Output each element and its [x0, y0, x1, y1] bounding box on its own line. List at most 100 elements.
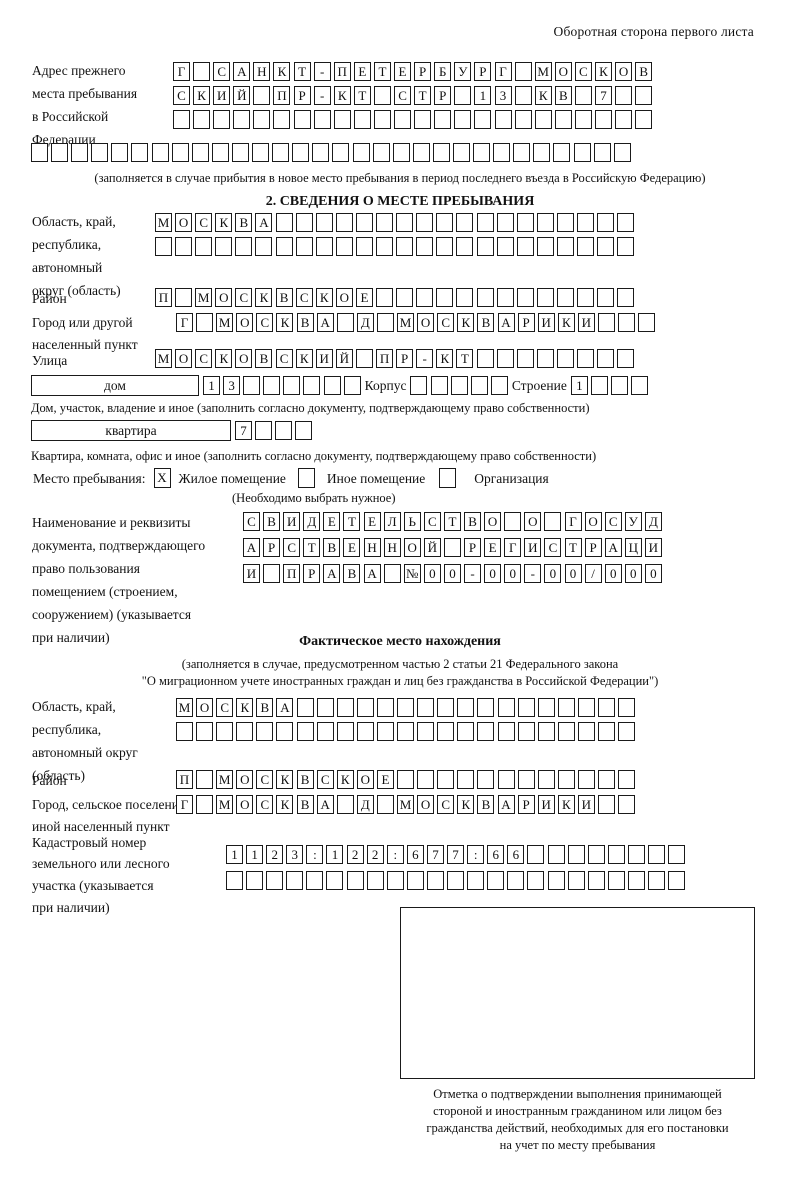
cadastral-cell[interactable]: 7 [447, 845, 465, 864]
city-cell[interactable] [376, 313, 394, 332]
prev-address-cell[interactable]: Е [394, 62, 412, 81]
actual-city-cell[interactable]: М [216, 795, 234, 814]
prev-address-cell[interactable] [231, 143, 249, 162]
doc-cell[interactable]: Р [584, 538, 602, 557]
actual-region-cell[interactable]: О [196, 698, 214, 717]
actual-city-cell[interactable]: М [397, 795, 415, 814]
actual-region-cell[interactable] [537, 698, 555, 717]
prev-address-cell[interactable]: К [273, 62, 291, 81]
cadastral-cell[interactable]: 1 [326, 845, 344, 864]
cadastral-cell[interactable] [226, 871, 243, 890]
actual-region-cell[interactable] [296, 698, 314, 717]
city-cell[interactable] [196, 313, 214, 332]
region-cell[interactable] [576, 213, 594, 232]
region-cell[interactable] [215, 237, 233, 256]
city-cell[interactable] [597, 313, 615, 332]
prev-address-cell[interactable] [573, 143, 591, 162]
prev-address-cell[interactable]: 1 [474, 86, 492, 105]
cadastral-cell[interactable] [467, 871, 485, 890]
doc-cell[interactable]: Т [443, 512, 461, 531]
actual-region-cell[interactable] [417, 722, 435, 741]
region-cell[interactable]: А [255, 213, 273, 232]
region-cell[interactable] [155, 237, 172, 256]
prev-address-cell[interactable]: И [213, 86, 231, 105]
actual-region-cell[interactable] [376, 722, 394, 741]
region-cell[interactable] [295, 213, 313, 232]
region-cell[interactable] [597, 237, 615, 256]
flat-cell[interactable]: 7 [235, 421, 252, 440]
prev-address-cell[interactable]: Р [414, 62, 432, 81]
prev-address-cell[interactable]: 3 [494, 86, 512, 105]
actual-city-cell[interactable]: А [497, 795, 515, 814]
street-cell[interactable]: С [275, 349, 293, 368]
doc-cell[interactable]: 0 [484, 564, 502, 583]
flat-cells[interactable]: 7 [235, 421, 313, 440]
prev-address-cell[interactable] [213, 110, 231, 129]
cadastral-cell[interactable] [487, 871, 505, 890]
doc-cell[interactable] [544, 512, 562, 531]
cadastral-cell[interactable] [366, 871, 384, 890]
actual-district-cell[interactable] [517, 770, 535, 789]
actual-region-cell[interactable] [497, 722, 515, 741]
street-cell[interactable]: К [215, 349, 233, 368]
street-cell[interactable] [355, 349, 373, 368]
actual-region-cell[interactable] [437, 698, 455, 717]
doc-cell[interactable]: Д [644, 512, 662, 531]
street-cell[interactable] [556, 349, 574, 368]
actual-region-cell[interactable] [557, 698, 575, 717]
actual-region-cell[interactable] [417, 698, 435, 717]
prev-address-cell[interactable] [534, 110, 552, 129]
korpus-cell[interactable] [450, 376, 468, 395]
prev-address-cell[interactable] [51, 143, 69, 162]
district-cell[interactable] [496, 288, 514, 307]
prev-address-cell[interactable] [635, 110, 653, 129]
prev-address-cell[interactable]: Б [434, 62, 452, 81]
actual-city-cell[interactable]: Г [176, 795, 193, 814]
prev-address-cell[interactable]: 7 [594, 86, 612, 105]
region-cell[interactable] [255, 237, 273, 256]
street-cell[interactable] [536, 349, 554, 368]
stroenie-cell[interactable] [631, 376, 649, 395]
actual-region-cell[interactable] [517, 698, 535, 717]
prev-address-cell[interactable]: В [554, 86, 572, 105]
cadastral-cell[interactable] [527, 871, 545, 890]
city-cell[interactable]: А [316, 313, 334, 332]
prev-address-cell[interactable] [414, 110, 432, 129]
actual-city-cell[interactable]: О [417, 795, 435, 814]
prev-address-cell[interactable] [594, 110, 612, 129]
prev-address-cell[interactable] [91, 143, 109, 162]
cadastral-cell[interactable]: 2 [266, 845, 284, 864]
prev-address-cell[interactable]: У [454, 62, 472, 81]
actual-district-cell[interactable]: К [336, 770, 354, 789]
district-cell[interactable]: П [155, 288, 172, 307]
prev-address-cell[interactable] [514, 86, 532, 105]
doc-cell[interactable]: 0 [504, 564, 522, 583]
region-cell[interactable] [396, 237, 414, 256]
region-cell[interactable] [295, 237, 313, 256]
actual-district-cell[interactable] [577, 770, 595, 789]
region-cell[interactable]: О [175, 213, 193, 232]
region-cell[interactable] [496, 237, 514, 256]
cadastral-cell[interactable]: 6 [487, 845, 505, 864]
doc-cell[interactable]: С [544, 538, 562, 557]
cadastral-cell[interactable] [547, 871, 565, 890]
doc-cell[interactable] [263, 564, 281, 583]
actual-region-cell[interactable]: К [236, 698, 254, 717]
actual-city-cell[interactable]: И [577, 795, 595, 814]
region-cell[interactable] [355, 237, 373, 256]
cadastral-cell[interactable] [527, 845, 545, 864]
prev-address-cell[interactable] [353, 110, 371, 129]
district-cell[interactable] [416, 288, 434, 307]
doc-cell[interactable]: Е [323, 512, 341, 531]
district-cell[interactable] [536, 288, 554, 307]
doc-cell[interactable]: 0 [624, 564, 642, 583]
region-cell[interactable] [376, 237, 394, 256]
region-cell[interactable] [195, 237, 213, 256]
city-cell[interactable]: Г [176, 313, 193, 332]
actual-district-cell[interactable] [597, 770, 615, 789]
prev-address-cell[interactable] [373, 110, 391, 129]
prev-address-cell[interactable] [292, 143, 310, 162]
region-cell[interactable] [335, 237, 353, 256]
city-cell[interactable]: В [477, 313, 495, 332]
house-cell[interactable] [343, 376, 361, 395]
